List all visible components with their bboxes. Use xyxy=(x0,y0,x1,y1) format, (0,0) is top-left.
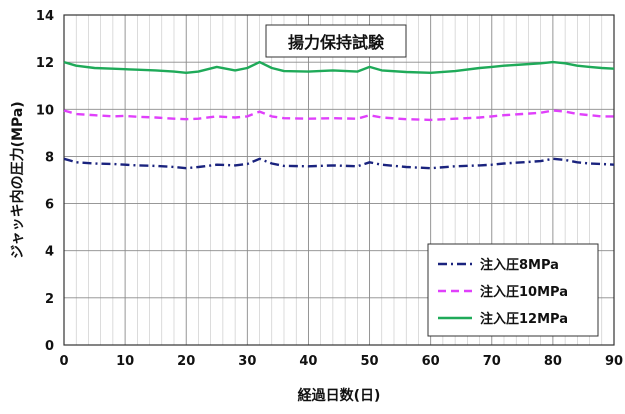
legend-label: 注入圧10MPa xyxy=(480,284,568,300)
y-tick-label: 2 xyxy=(45,292,54,307)
series-line xyxy=(63,109,614,122)
legend-label: 注入圧12MPa xyxy=(480,311,568,327)
legend: 注入圧8MPa 注入圧10MPa 注入圧12MPa xyxy=(427,243,599,337)
plot-frame xyxy=(63,14,615,346)
x-tick-label: 90 xyxy=(605,354,623,369)
x-tick-label: 0 xyxy=(59,354,68,369)
x-tick-label: 40 xyxy=(299,354,317,369)
y-tick-label: 0 xyxy=(45,339,54,354)
y-axis-title: ジャッキ内の圧力(MPa) xyxy=(9,101,26,258)
x-tick-label: 10 xyxy=(116,354,134,369)
y-tick-label: 8 xyxy=(45,150,54,165)
x-axis-ticks: 0 10 20 30 40 50 60 70 80 90 xyxy=(59,354,623,369)
chart-title: 揚力保持試験 xyxy=(288,33,385,52)
x-tick-label: 30 xyxy=(238,354,256,369)
y-tick-label: 10 xyxy=(36,103,54,118)
x-tick-label: 80 xyxy=(544,354,562,369)
series-line xyxy=(63,157,615,170)
series-line xyxy=(63,60,615,75)
series-layer xyxy=(63,60,615,170)
x-tick-label: 50 xyxy=(361,354,379,369)
x-tick-label: 60 xyxy=(422,354,440,369)
x-tick-label: 20 xyxy=(177,354,195,369)
chart-title-box: 揚力保持試験 xyxy=(265,24,407,58)
y-tick-label: 12 xyxy=(36,56,54,71)
y-tick-label: 6 xyxy=(45,198,54,213)
legend-label: 注入圧8MPa xyxy=(480,257,559,273)
y-axis-ticks: 0 2 4 6 8 10 12 14 xyxy=(36,9,54,354)
x-tick-label: 70 xyxy=(483,354,501,369)
x-axis-title: 経過日数(日) xyxy=(298,387,381,404)
y-tick-label: 14 xyxy=(36,9,54,24)
y-tick-label: 4 xyxy=(45,245,54,260)
